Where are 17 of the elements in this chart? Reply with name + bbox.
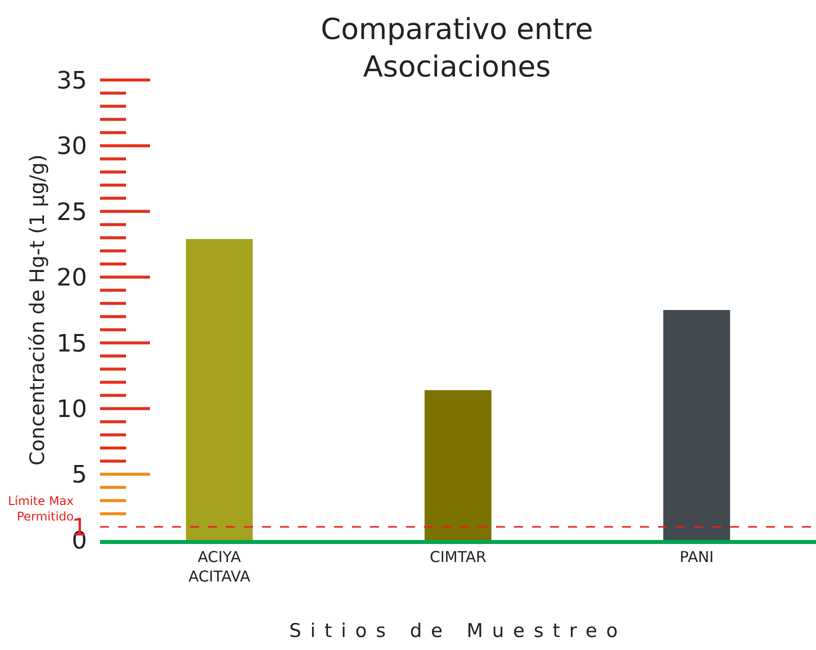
x-axis-title: Sitios de Muestreo: [289, 620, 627, 642]
bar: [424, 390, 492, 540]
y-tick-label: 20: [56, 264, 87, 292]
ref-line-label: Límite Max Permitido: [8, 494, 74, 524]
y-tick-label: 15: [56, 329, 87, 358]
y-tick-label: 25: [56, 198, 87, 226]
y-tick-label: 30: [56, 132, 87, 160]
chart-title: Comparativo entre Asociaciones: [320, 12, 594, 84]
bar: [186, 239, 253, 540]
y-tick-label: 10: [56, 394, 87, 423]
x-tick-label: PANI: [680, 548, 714, 566]
x-tick-label: CIMTAR: [430, 548, 486, 566]
y-tick-label: 5: [72, 460, 87, 489]
bar: [663, 310, 730, 540]
y-axis-title: Concentración de Hg-t (1 µg/g): [24, 154, 49, 466]
x-tick-label: ACIYA ACITAVA: [188, 548, 251, 586]
y-tick-label: 35: [56, 66, 87, 94]
